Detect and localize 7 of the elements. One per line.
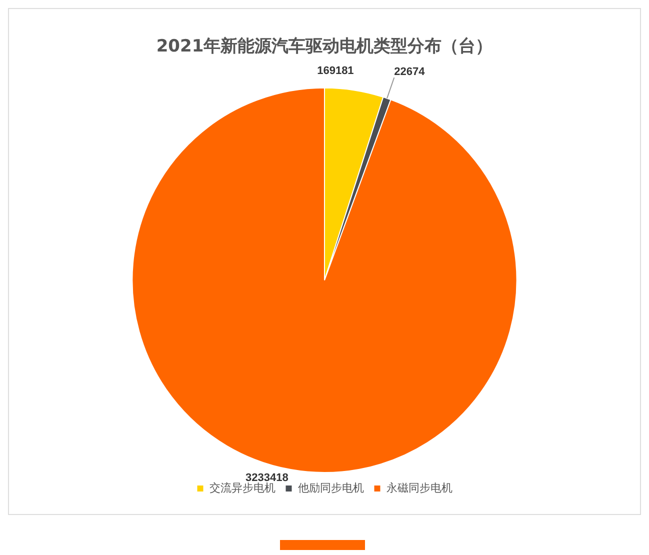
chart-title: 2021年新能源汽车驱动电机类型分布（台） bbox=[156, 36, 493, 57]
legend-label: 交流异步电机 bbox=[209, 481, 276, 494]
data-label: 3233418 bbox=[246, 472, 288, 484]
legend-label: 永磁同步电机 bbox=[386, 481, 452, 494]
data-label: 22674 bbox=[394, 66, 426, 78]
legend-label: 他励同步电机 bbox=[298, 481, 364, 494]
data-label: 169181 bbox=[317, 64, 354, 77]
